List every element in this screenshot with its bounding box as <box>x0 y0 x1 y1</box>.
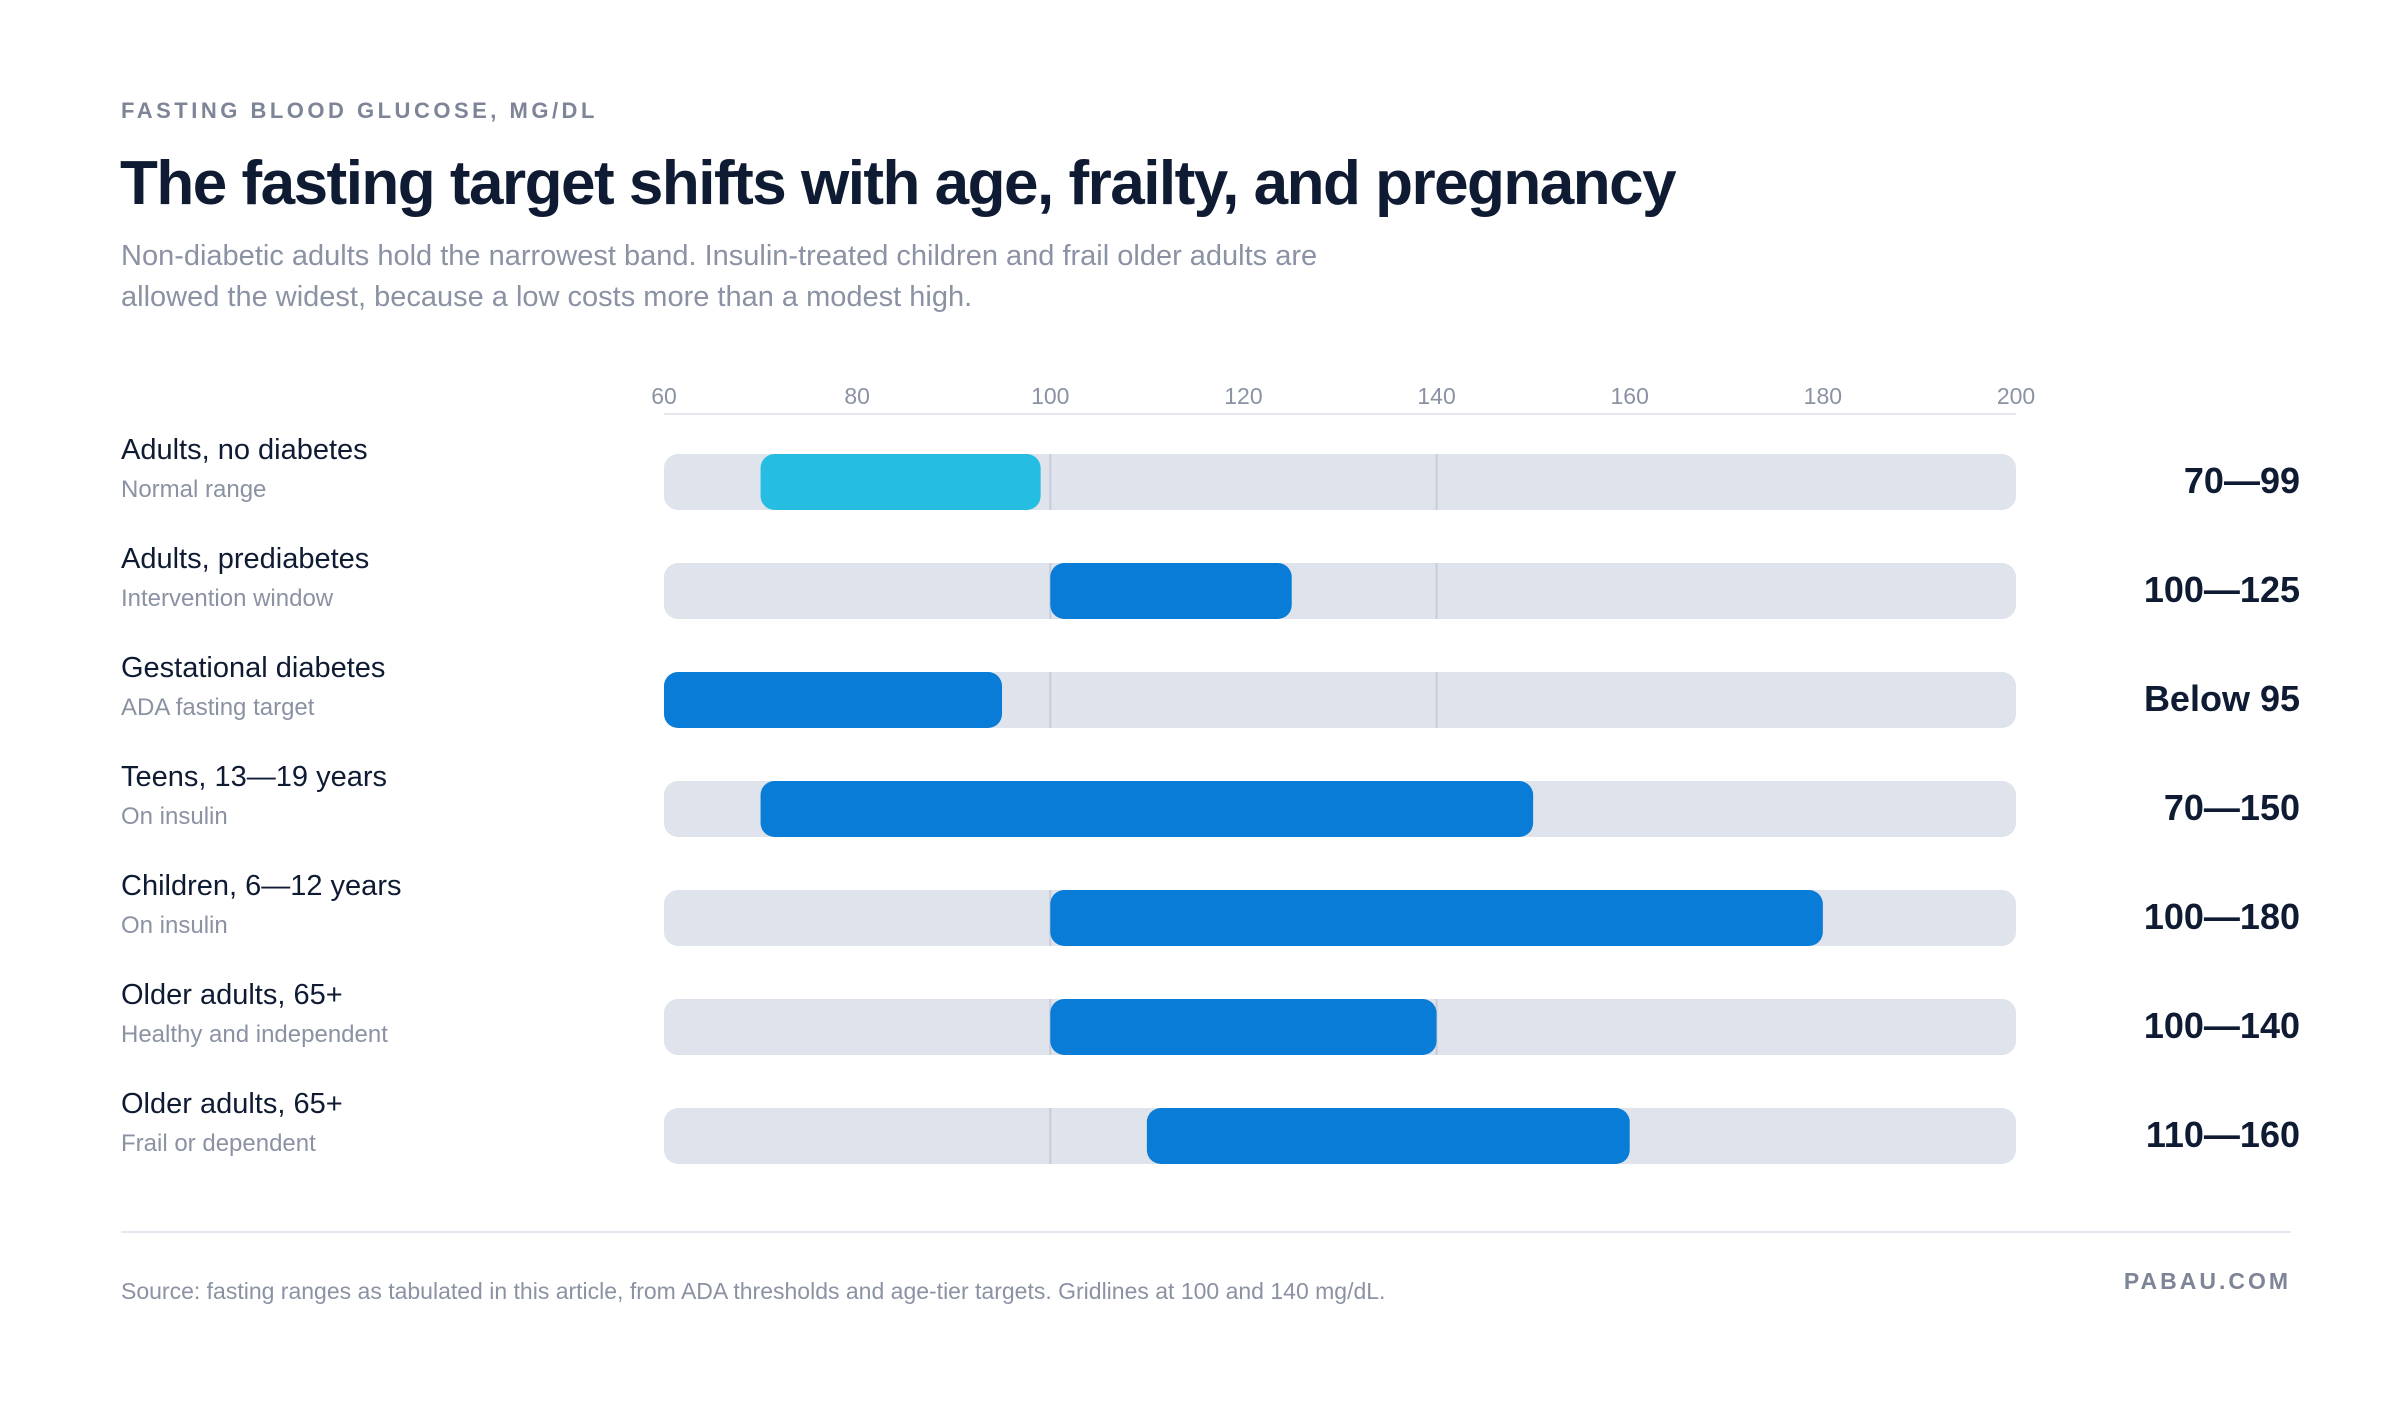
row-value-label: 70—99 <box>2183 460 2300 501</box>
range-bar <box>1050 999 1437 1055</box>
x-tick-label: 60 <box>651 383 677 409</box>
row-value-label: 110—160 <box>2145 1114 2300 1155</box>
row-value-label: 100—180 <box>2143 896 2300 937</box>
range-bar <box>1146 1108 1630 1164</box>
row-sublabel: On insulin <box>121 912 228 939</box>
x-tick-label: 80 <box>844 383 870 409</box>
row-label: Children, 6—12 years <box>121 870 402 902</box>
row-sublabel: Frail or dependent <box>121 1130 316 1157</box>
range-track <box>664 563 2016 619</box>
row-label: Older adults, 65+ <box>121 1088 343 1120</box>
row-sublabel: On insulin <box>121 803 228 830</box>
row-label: Adults, no diabetes <box>121 434 368 466</box>
row-value-label: 100—140 <box>2143 1005 2300 1046</box>
chart-subtitle: Non-diabetic adults hold the narrowest b… <box>121 240 1318 313</box>
range-bar <box>1050 563 1292 619</box>
x-tick-label: 100 <box>1031 383 1069 409</box>
chart-title: The fasting target shifts with age, frai… <box>120 149 1677 218</box>
row-label: Teens, 13—19 years <box>121 761 387 793</box>
range-bar <box>664 672 1002 728</box>
source-note: Source: fasting ranges as tabulated in t… <box>121 1278 1386 1304</box>
row-sublabel: ADA fasting target <box>121 694 315 721</box>
x-tick-label: 200 <box>1997 383 2035 409</box>
brand-mark: PABAU.COM <box>2123 1268 2291 1294</box>
x-tick-label: 160 <box>1611 383 1649 409</box>
row-value-label: 70—150 <box>2163 787 2300 828</box>
row-sublabel: Healthy and independent <box>121 1021 388 1048</box>
x-tick-label: 120 <box>1224 383 1262 409</box>
range-bar <box>760 454 1041 510</box>
row-value-label: Below 95 <box>2143 678 2300 719</box>
row-value-label: 100—125 <box>2143 569 2300 610</box>
row-label: Gestational diabetes <box>121 652 386 684</box>
row-label: Adults, prediabetes <box>121 543 370 575</box>
chart-eyebrow: FASTING BLOOD GLUCOSE, MG/DL <box>121 98 598 123</box>
x-tick-label: 140 <box>1417 383 1455 409</box>
footer-divider <box>121 1231 2291 1233</box>
x-tick-label: 180 <box>1804 383 1842 409</box>
row-label: Older adults, 65+ <box>121 979 343 1011</box>
range-bar <box>760 781 1534 837</box>
range-bar <box>1050 890 1823 946</box>
row-sublabel: Intervention window <box>121 585 334 612</box>
row-sublabel: Normal range <box>121 476 267 503</box>
